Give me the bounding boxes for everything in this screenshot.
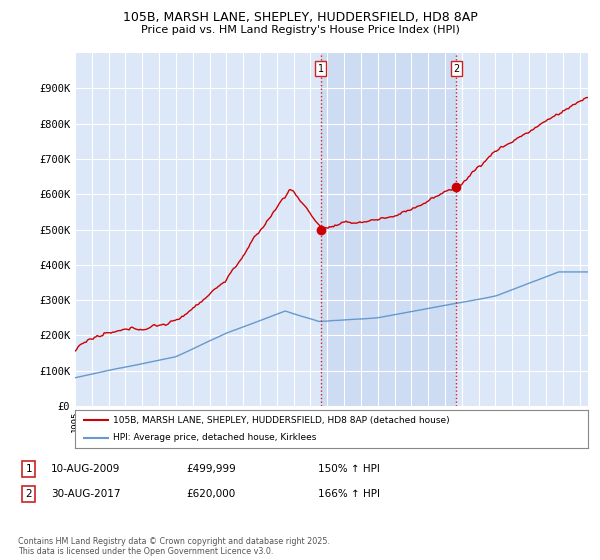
Text: 10-AUG-2009: 10-AUG-2009 bbox=[51, 464, 121, 474]
Text: 150% ↑ HPI: 150% ↑ HPI bbox=[318, 464, 380, 474]
Text: 2: 2 bbox=[25, 489, 32, 499]
Text: 166% ↑ HPI: 166% ↑ HPI bbox=[318, 489, 380, 499]
Text: 105B, MARSH LANE, SHEPLEY, HUDDERSFIELD, HD8 8AP (detached house): 105B, MARSH LANE, SHEPLEY, HUDDERSFIELD,… bbox=[113, 416, 450, 424]
Text: Contains HM Land Registry data © Crown copyright and database right 2025.
This d: Contains HM Land Registry data © Crown c… bbox=[18, 536, 330, 556]
Text: £620,000: £620,000 bbox=[186, 489, 235, 499]
Text: 105B, MARSH LANE, SHEPLEY, HUDDERSFIELD, HD8 8AP: 105B, MARSH LANE, SHEPLEY, HUDDERSFIELD,… bbox=[122, 11, 478, 24]
Text: 1: 1 bbox=[317, 64, 324, 74]
Text: 1: 1 bbox=[25, 464, 32, 474]
Text: Price paid vs. HM Land Registry's House Price Index (HPI): Price paid vs. HM Land Registry's House … bbox=[140, 25, 460, 35]
Text: £499,999: £499,999 bbox=[186, 464, 236, 474]
Text: HPI: Average price, detached house, Kirklees: HPI: Average price, detached house, Kirk… bbox=[113, 433, 317, 442]
Bar bbox=[321, 53, 456, 406]
Text: 30-AUG-2017: 30-AUG-2017 bbox=[51, 489, 121, 499]
Text: 2: 2 bbox=[453, 64, 459, 74]
